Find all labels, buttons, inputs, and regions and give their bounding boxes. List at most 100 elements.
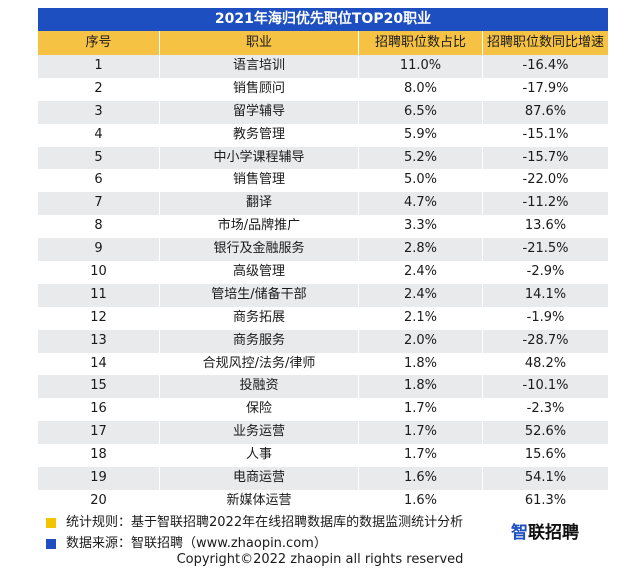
occupation-cell: 新媒体运营: [160, 489, 359, 513]
share-cell: 1.6%: [359, 489, 483, 513]
growth-cell: 15.6%: [524, 447, 567, 463]
rank-cell: 3: [38, 100, 160, 124]
share-cell: 8.0%: [359, 77, 483, 101]
table-row: 9 银行及金融服务 2.8% -21.5%: [38, 238, 608, 262]
rank-cell: 11: [38, 283, 160, 307]
table-row: 7 翻译 4.7% -11.2%: [38, 192, 608, 216]
growth-cell: -10.1%: [522, 378, 569, 394]
table-row: 2 销售顾问 8.0% -17.9%: [38, 77, 608, 101]
table-row: 12 商务拓展 2.1% -1.9%: [38, 306, 608, 330]
table-row: 5 中小学课程辅导 5.2% -15.7%: [38, 146, 608, 170]
rank-cell: 15: [38, 375, 160, 399]
share-cell: 11.0%: [359, 55, 483, 78]
occupation-cell: 合规风控/法务/律师: [160, 352, 359, 376]
share-cell: 3.3%: [359, 215, 483, 239]
table-row: 6 销售管理 5.0% -22.0%: [38, 169, 608, 193]
growth-cell: 61.3%: [524, 492, 567, 508]
yellow-square-icon: [46, 517, 56, 528]
growth-cell: 52.6%: [524, 424, 567, 440]
growth-cell: -2.9%: [526, 264, 565, 280]
rank-cell: 2: [38, 77, 160, 101]
table-row: 17 业务运营 1.7% 52.6%: [38, 421, 608, 445]
share-cell: 2.0%: [359, 329, 483, 353]
rank-cell: 6: [38, 169, 160, 193]
table-row: 10 高级管理 2.4% -2.9%: [38, 261, 608, 284]
rank-cell: 4: [38, 123, 160, 147]
table-body: 1 语言培训 11.0% -16.4% 2 销售顾问 8.0% -17.9% 3 留学辅导 6.5%…: [38, 55, 608, 513]
occupation-cell: 语言培训: [160, 55, 359, 78]
share-cell: 2.4%: [359, 261, 483, 284]
share-cell: 1.8%: [359, 375, 483, 399]
growth-cell: -22.0%: [522, 172, 569, 188]
growth-cell: 13.6%: [524, 218, 567, 234]
rank-cell: 17: [38, 421, 160, 445]
header-occupation: 职业: [160, 31, 359, 55]
blue-square-icon: [46, 538, 56, 549]
share-cell: 1.8%: [359, 352, 483, 376]
rank-cell: 19: [38, 467, 160, 490]
occupation-cell: 保险: [160, 398, 359, 422]
logo-mark: 智: [511, 522, 528, 543]
share-cell: 2.8%: [359, 238, 483, 262]
logo-text: 联招聘: [528, 522, 579, 543]
occupation-cell: 销售顾问: [160, 77, 359, 101]
table-title: 2021年海归优先职位TOP20职业: [38, 8, 608, 31]
rank-cell: 7: [38, 192, 160, 216]
rank-cell: 5: [38, 146, 160, 170]
table-row: 14 合规风控/法务/律师 1.8% 48.2%: [38, 352, 608, 376]
table-row: 15 投融资 1.8% -10.1%: [38, 375, 608, 399]
occupation-cell: 电商运营: [160, 467, 359, 490]
share-cell: 5.2%: [359, 146, 483, 170]
growth-cell: -11.2%: [522, 195, 569, 211]
header-growth: 招聘职位数同比增速: [486, 35, 604, 50]
growth-cell: -21.5%: [522, 241, 569, 257]
occupation-cell: 管培生/储备干部: [160, 283, 359, 307]
note-source-text: 数据来源：智联招聘（www.zhaopin.com）: [66, 535, 327, 551]
share-cell: 1.7%: [359, 421, 483, 445]
share-cell: 1.6%: [359, 467, 483, 490]
note-source: 数据来源：智联招聘（www.zhaopin.com）: [46, 533, 463, 554]
share-cell: 4.7%: [359, 192, 483, 216]
share-cell: 2.4%: [359, 283, 483, 307]
data-table: 2021年海归优先职位TOP20职业 序号 职业 招聘职位数占比 招聘职位数同比…: [38, 8, 608, 513]
table-row: 4 教务管理 5.9% -15.1%: [38, 123, 608, 147]
occupation-cell: 市场/品牌推广: [160, 215, 359, 239]
table-row: 20 新媒体运营 1.6% 61.3%: [38, 489, 608, 513]
rank-cell: 12: [38, 306, 160, 330]
occupation-cell: 教务管理: [160, 123, 359, 147]
occupation-cell: 人事: [160, 444, 359, 468]
header-rank: 序号: [38, 31, 160, 55]
table-row: 3 留学辅导 6.5% 87.6%: [38, 100, 608, 124]
occupation-cell: 翻译: [160, 192, 359, 216]
occupation-cell: 商务拓展: [160, 306, 359, 330]
growth-cell: -16.4%: [522, 58, 569, 73]
table-row: 8 市场/品牌推广 3.3% 13.6%: [38, 215, 608, 239]
header-share: 招聘职位数占比: [359, 31, 483, 55]
table-row: 16 保险 1.7% -2.3%: [38, 398, 608, 422]
rank-cell: 14: [38, 352, 160, 376]
growth-cell: 54.1%: [524, 470, 567, 486]
share-cell: 6.5%: [359, 100, 483, 124]
occupation-cell: 业务运营: [160, 421, 359, 445]
share-cell: 1.7%: [359, 398, 483, 422]
growth-cell: -15.1%: [522, 126, 569, 142]
note-method: 统计规则：基于智联招聘2022年在线招聘数据库的数据监测统计分析: [46, 512, 463, 533]
growth-cell: 87.6%: [524, 103, 567, 119]
occupation-cell: 销售管理: [160, 169, 359, 193]
rank-cell: 18: [38, 444, 160, 468]
note-method-text: 统计规则：基于智联招聘2022年在线招聘数据库的数据监测统计分析: [66, 514, 464, 530]
occupation-cell: 高级管理: [160, 261, 359, 284]
table-row: 18 人事 1.7% 15.6%: [38, 444, 608, 468]
occupation-cell: 商务服务: [160, 329, 359, 353]
occupation-cell: 中小学课程辅导: [160, 146, 359, 170]
table-row: 13 商务服务 2.0% -28.7%: [38, 329, 608, 353]
growth-cell: -15.7%: [522, 149, 569, 165]
copyright: Copyright©2022 zhaopin all rights reserv…: [176, 552, 464, 567]
rank-cell: 8: [38, 215, 160, 239]
zhaopin-logo: 智联招聘: [511, 515, 606, 545]
table-row: 11 管培生/储备干部 2.4% 14.1%: [38, 283, 608, 307]
share-cell: 2.1%: [359, 306, 483, 330]
share-cell: 1.7%: [359, 444, 483, 468]
table-header-row: 序号 职业 招聘职位数占比 招聘职位数同比增速: [38, 31, 608, 55]
